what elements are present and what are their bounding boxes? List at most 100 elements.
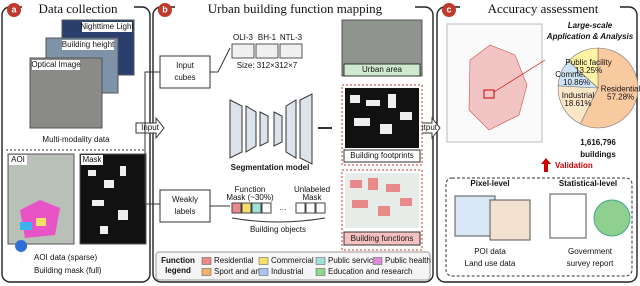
- slice-value: 10.86%: [563, 78, 590, 87]
- arrow-label: Output: [413, 123, 438, 132]
- legend-label: Education and research: [328, 267, 413, 276]
- cube: [255, 43, 279, 59]
- slice-label: Public facility: [565, 58, 611, 67]
- title-bg: [175, 2, 415, 16]
- slice-label: Commercial: [555, 70, 598, 79]
- slice-value: 57.28%: [607, 92, 634, 101]
- landuse-image: [489, 199, 531, 241]
- output-label: Building footprints: [350, 151, 414, 160]
- legend-swatch: [315, 257, 326, 265]
- validation-box: [445, 177, 633, 277]
- panel-title: Accuracy assessment: [488, 1, 599, 16]
- mask-label: Unlabeled: [294, 185, 330, 194]
- panel-badge: [158, 3, 172, 17]
- mask-label: Function: [235, 185, 266, 194]
- caption: Multi-modality data: [42, 135, 110, 144]
- legend-label: Sport and art: [214, 267, 261, 276]
- mask-label: Mask (~30%): [226, 193, 274, 202]
- output-label: Urban area: [362, 65, 403, 74]
- legend-title: Function: [161, 256, 195, 265]
- output-label-box: [343, 63, 421, 77]
- legend-swatch: [201, 257, 212, 265]
- globe-icon: [593, 199, 631, 237]
- aoi-shape: [36, 218, 46, 226]
- cube: [279, 43, 303, 59]
- level-label: Pixel-level: [470, 179, 509, 188]
- caption: Building mask (full): [34, 266, 102, 275]
- slice-value: 13.25%: [575, 66, 602, 75]
- legend-swatch: [201, 268, 212, 276]
- panel-letter: c: [446, 4, 451, 14]
- panel-badge: [7, 3, 21, 17]
- cube: [231, 43, 255, 59]
- output-label-box: [343, 149, 421, 163]
- label-bg: [9, 155, 27, 165]
- brace: [231, 217, 326, 223]
- output-label-box: [343, 231, 421, 246]
- image-label: Mask: [82, 155, 102, 164]
- weak-labels-box: [159, 189, 211, 223]
- label-bg: [32, 60, 80, 70]
- legend-swatch: [315, 268, 326, 276]
- input-arrow: [135, 116, 165, 140]
- survey-image: [549, 193, 587, 239]
- title-bg: [22, 2, 134, 16]
- mask-square: [261, 202, 272, 214]
- panel-title: Data collection: [38, 1, 118, 16]
- layer-label: Nighttime Light: [80, 22, 134, 31]
- label-bg: [81, 155, 103, 165]
- size-label: Size: 312×312×7: [237, 61, 298, 70]
- box-label: Input: [176, 61, 195, 70]
- slice-label: Residential: [601, 84, 640, 93]
- legend-title: legend: [165, 266, 191, 275]
- heading: Application & Analysis: [546, 32, 634, 41]
- box-label: Weakly: [172, 195, 198, 204]
- aoi-shape: [20, 222, 32, 230]
- source-label: Land use data: [465, 259, 516, 268]
- caption: AOI data (sparse): [34, 253, 97, 262]
- mask-shape: [88, 166, 128, 234]
- legend-label: Public health: [385, 256, 431, 265]
- pie-slice: [557, 85, 599, 125]
- source-label: Government: [568, 247, 613, 256]
- source-label: POI data: [474, 247, 506, 256]
- image-label: AOI: [11, 155, 25, 164]
- legend-swatch: [258, 268, 269, 276]
- ellipsis: ...: [280, 203, 287, 212]
- slice-label: Industrial: [562, 91, 595, 100]
- building-unit: buildings: [580, 150, 616, 159]
- model-layers: [229, 93, 313, 165]
- mask-square: [305, 202, 316, 214]
- legend-label: Commercial: [271, 256, 314, 265]
- pie-slice: [579, 47, 639, 129]
- validation-arrow: [541, 158, 551, 172]
- connector: [144, 71, 160, 205]
- mask-square: [241, 202, 252, 214]
- panel-letter: a: [11, 4, 17, 14]
- box-label: cubes: [174, 73, 195, 82]
- level-label: Statistical-level: [559, 179, 617, 188]
- layer-label: Building height: [62, 40, 115, 49]
- legend-label: Industrial: [271, 267, 304, 276]
- legend-label: Residential: [214, 256, 254, 265]
- connector: [210, 47, 231, 73]
- model-label: Segmentation model: [231, 163, 310, 172]
- legend-label: Public service: [328, 256, 378, 265]
- mask-square: [315, 202, 326, 214]
- connector: [493, 59, 546, 93]
- function-shape: [350, 178, 412, 216]
- legend-items: Residential Commercial Public service Publi…: [201, 256, 431, 276]
- label-bg: [62, 40, 114, 50]
- mask-square: [295, 202, 306, 214]
- mask-square: [231, 202, 242, 214]
- arrow-label: Input: [141, 123, 160, 132]
- building-count: 1,616,796: [580, 138, 616, 147]
- legend-swatch: [258, 257, 269, 265]
- panel-letter: b: [162, 4, 168, 14]
- panel-badge: [442, 3, 456, 17]
- pie-slice: [567, 47, 599, 89]
- input-cubes-box: [159, 55, 211, 89]
- legend-box: [155, 251, 431, 281]
- cube-label: NTL-3: [280, 33, 303, 42]
